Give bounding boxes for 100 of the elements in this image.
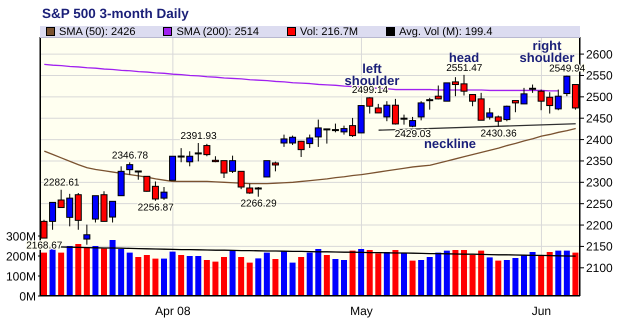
- candlestick: [254, 186, 262, 198]
- bar: [435, 252, 442, 296]
- bar: [401, 253, 407, 296]
- annotation: 2346.78: [112, 150, 149, 162]
- bar: [521, 256, 527, 296]
- bar: [161, 258, 167, 296]
- bar: [452, 250, 458, 296]
- bar: [546, 252, 553, 296]
- y-tick-label: 2500: [586, 90, 614, 104]
- candlestick: [418, 100, 425, 121]
- legend-label: SMA (200): 2514: [175, 26, 259, 38]
- bar: [144, 255, 150, 296]
- annotation: 2499.14: [352, 85, 389, 96]
- annotation: 2551.47: [446, 62, 483, 74]
- bar: [572, 252, 578, 296]
- y-tick-label: 2150: [586, 240, 614, 254]
- line-series: [44, 128, 576, 184]
- bar: [418, 260, 424, 296]
- bar: [110, 240, 116, 296]
- bar: [392, 250, 398, 296]
- bar: [495, 260, 502, 296]
- bar: [290, 262, 296, 296]
- candlestick: [409, 116, 416, 128]
- bar: [461, 250, 467, 296]
- bar: [221, 257, 227, 296]
- bar: [230, 250, 236, 296]
- candlestick: [246, 183, 254, 194]
- bar: [186, 256, 193, 296]
- bar: [126, 252, 133, 296]
- y-tick-label: 2350: [586, 154, 614, 168]
- y2-tick-label: 100M: [6, 269, 36, 284]
- bar: [135, 257, 142, 296]
- y-tick-label: 2400: [586, 132, 614, 147]
- y-tick-label: 2550: [586, 68, 614, 83]
- x-tick-label: Jun: [532, 304, 552, 318]
- bar: [375, 253, 382, 296]
- bar: [66, 246, 73, 296]
- annotation: 2430.36: [480, 128, 518, 140]
- bar: [255, 258, 262, 296]
- y-tick-label: 2450: [586, 111, 614, 126]
- y-tick-label: 2600: [586, 47, 614, 62]
- annotation: head: [448, 50, 480, 65]
- bar: [101, 248, 107, 296]
- candlestick: [134, 170, 142, 180]
- bar: [204, 260, 210, 296]
- bar: [58, 252, 64, 296]
- y2-tick-label: 200M: [6, 249, 36, 264]
- bar: [315, 249, 322, 296]
- bar: [410, 260, 416, 296]
- bar: [478, 250, 484, 296]
- bar: [272, 259, 278, 296]
- y-tick-label: 2250: [586, 196, 614, 211]
- bar: [84, 248, 90, 296]
- bar: [444, 250, 450, 296]
- bar: [152, 258, 158, 296]
- y-tick-label: 2100: [586, 261, 614, 276]
- legend-label: Vol: 216.7M: [299, 26, 358, 38]
- bar: [512, 258, 518, 296]
- annotation: right shoulder: [520, 38, 574, 65]
- bar: [555, 250, 562, 296]
- x-tick-label: Apr 08: [155, 304, 191, 318]
- bar: [332, 259, 338, 296]
- bar: [75, 244, 82, 296]
- bar: [341, 260, 347, 296]
- bar: [504, 260, 510, 296]
- bar: [306, 252, 313, 296]
- bar: [238, 257, 244, 296]
- y-tick-label: 2300: [586, 176, 614, 190]
- bar: [246, 262, 253, 296]
- y2-tick-label: 0M: [19, 289, 36, 304]
- bar: [350, 250, 356, 296]
- bar: [178, 255, 184, 296]
- candlestick: [426, 97, 434, 110]
- annotation: 2282.61: [43, 178, 80, 189]
- candlestick: [126, 162, 134, 176]
- candlestick: [83, 224, 90, 246]
- bar: [264, 252, 270, 296]
- bar: [212, 262, 218, 296]
- bar: [281, 251, 287, 296]
- bar: [298, 257, 304, 296]
- bar: [426, 257, 433, 296]
- candlestick: [554, 89, 562, 111]
- legend-label: SMA (50): 2426: [58, 26, 136, 38]
- bar: [486, 257, 493, 296]
- bar: [384, 252, 390, 296]
- bar: [366, 250, 373, 296]
- bar: [564, 250, 570, 296]
- chart-title: S&P 500 3-month Daily: [42, 6, 189, 21]
- bar: [538, 256, 544, 296]
- bar: [41, 252, 47, 296]
- bar: [530, 252, 536, 296]
- x-tick-label: May: [350, 304, 373, 318]
- bar: [118, 249, 124, 296]
- annotation: 2266.29: [240, 198, 278, 210]
- bar: [170, 252, 176, 296]
- bar: [324, 255, 330, 296]
- bar: [92, 246, 98, 296]
- bar: [470, 255, 476, 296]
- bar: [358, 249, 364, 296]
- annotation: 2391.93: [180, 131, 218, 142]
